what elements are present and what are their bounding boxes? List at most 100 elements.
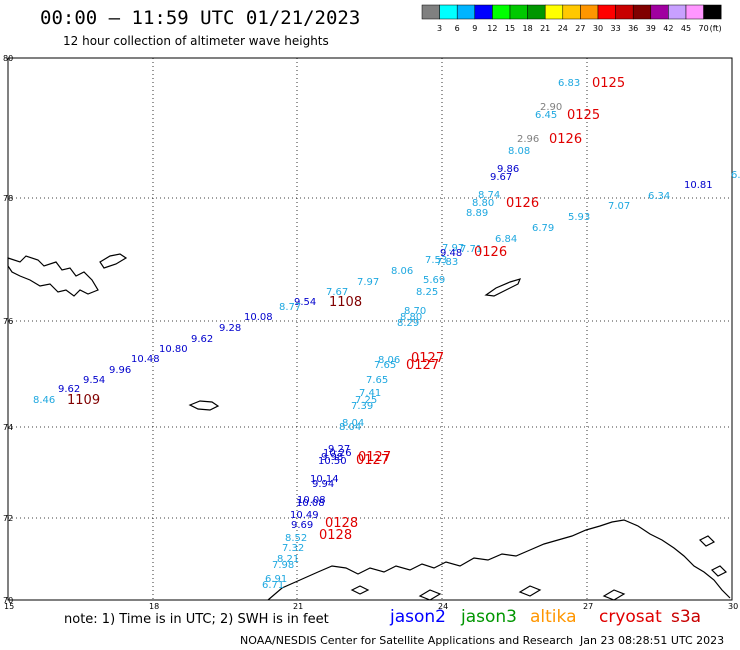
colorbar-tick: 45 bbox=[681, 24, 691, 33]
wave-height-value: 9.54 bbox=[294, 297, 316, 308]
svalbard-coast bbox=[7, 253, 128, 297]
colorbar-tick: 33 bbox=[611, 24, 621, 33]
colorbar-swatch bbox=[703, 4, 722, 20]
novaya-zemlya-islets bbox=[350, 535, 728, 601]
colorbar-swatch bbox=[527, 4, 546, 20]
wave-height-value: 9.96 bbox=[109, 365, 131, 376]
colorbar-swatch bbox=[562, 4, 581, 20]
colorbar-swatch bbox=[650, 4, 669, 20]
wave-height-value: 10.08 bbox=[244, 312, 273, 323]
wave-height-value: 7.97 bbox=[357, 277, 379, 288]
wave-height-value: 8.89 bbox=[466, 208, 488, 219]
wave-height-value: 8.52 bbox=[285, 533, 307, 544]
wave-height-value: 7.65 bbox=[366, 375, 388, 386]
colorbar: 3 6 9 12 15 18 21 24 27 30 33 36 39 42 45 70 (ft) bbox=[421, 4, 722, 33]
wave-height-value: 9.62 bbox=[191, 334, 213, 345]
lat-label: 72 bbox=[3, 514, 13, 523]
colorbar-swatch bbox=[421, 4, 440, 20]
pass-time-label: 0126 bbox=[549, 132, 582, 147]
timestamp-text: Jan 23 08:28:51 UTC 2023 bbox=[580, 634, 725, 647]
wave-height-value: 8.21 bbox=[277, 554, 299, 565]
wave-height-value: 8.04 bbox=[342, 418, 364, 429]
colorbar-swatch bbox=[580, 4, 599, 20]
colorbar-swatch bbox=[597, 4, 616, 20]
wave-height-value: 7.07 bbox=[608, 201, 630, 212]
colorbar-swatch bbox=[544, 4, 564, 20]
wave-height-value: 9.54 bbox=[83, 375, 105, 386]
wave-height-value: 7.25 bbox=[355, 395, 377, 406]
pass-time-label: 0127 bbox=[406, 358, 439, 373]
colorbar-tick: 3 bbox=[437, 24, 442, 33]
wave-height-value: 9.62 bbox=[58, 384, 80, 395]
wave-height-value: 6.45 bbox=[535, 110, 557, 121]
colorbar-swatch bbox=[668, 4, 687, 20]
wave-height-value: 7.98 bbox=[272, 560, 294, 571]
colorbar-tick: 39 bbox=[646, 24, 656, 33]
novaya-zemlya-coast bbox=[267, 519, 731, 601]
wave-height-value: 2.96 bbox=[517, 134, 539, 145]
pass-time-label: 1108 bbox=[329, 295, 362, 310]
satellite-cryosat: cryosat bbox=[599, 607, 662, 627]
wave-height-value: 7.65 bbox=[374, 360, 396, 371]
wave-height-value: 6.83 bbox=[558, 78, 580, 89]
wave-height-value: 9.69 bbox=[291, 520, 313, 531]
colorbar-unit: (ft) bbox=[710, 24, 722, 33]
coastline bbox=[7, 253, 731, 601]
pass-time-label: 0125 bbox=[567, 108, 600, 123]
colorbar-tick: 36 bbox=[628, 24, 638, 33]
wave-height-value: 10.81 bbox=[684, 180, 713, 191]
colorbar-swatch bbox=[439, 4, 458, 20]
lon-label: 21 bbox=[293, 602, 303, 611]
kvitoya-island bbox=[188, 400, 220, 411]
wave-height-value: 8.25 bbox=[416, 287, 438, 298]
wave-height-value: 9.48 bbox=[440, 248, 462, 259]
colorbar-tick: 21 bbox=[540, 24, 550, 33]
colorbar-tick: 15 bbox=[505, 24, 515, 33]
wave-height-value: 10.14 bbox=[310, 474, 339, 485]
pass-time-label: 1109 bbox=[67, 393, 100, 408]
wave-height-value: 6. bbox=[731, 170, 740, 181]
colorbar-tick: 27 bbox=[575, 24, 585, 33]
wave-height-value: 10.08 bbox=[297, 495, 326, 506]
colorbar-tick: 18 bbox=[523, 24, 533, 33]
wave-height-value: 7.71 bbox=[460, 244, 482, 255]
colorbar-tick: 12 bbox=[487, 24, 497, 33]
satellite-altika: altika bbox=[530, 607, 577, 627]
wave-height-value: 6.71 bbox=[262, 580, 284, 591]
wave-height-value: 8.80 bbox=[472, 198, 494, 209]
satellite-jason3: jason3 bbox=[461, 607, 517, 627]
wave-height-value: 7.32 bbox=[282, 543, 304, 554]
wave-height-value: 5.69 bbox=[423, 275, 445, 286]
lat-label: 76 bbox=[3, 317, 13, 326]
pass-time-label: 0128 bbox=[325, 516, 358, 531]
colorbar-tick: 42 bbox=[663, 24, 673, 33]
wave-height-value: 8.74 bbox=[478, 190, 500, 201]
lon-label: 24 bbox=[438, 602, 448, 611]
colorbar-swatch bbox=[685, 4, 704, 20]
satellite-s3a: s3a bbox=[671, 607, 702, 627]
wave-height-value: 10.50 bbox=[318, 456, 347, 467]
lat-label: 80 bbox=[3, 54, 13, 63]
colorbar-swatch bbox=[615, 4, 634, 20]
wave-height-value: 10.80 bbox=[159, 344, 188, 355]
wave-height-value: 10.49 bbox=[290, 510, 319, 521]
east-island bbox=[484, 278, 522, 297]
lon-label: 27 bbox=[583, 602, 593, 611]
colorbar-tick: 30 bbox=[593, 24, 603, 33]
wave-height-value: 8.29 bbox=[397, 318, 419, 329]
wave-height-value: 2.90 bbox=[540, 102, 562, 113]
colorbar-tick: 70 bbox=[699, 24, 709, 33]
map-subtitle: 12 hour collection of altimeter wave hei… bbox=[63, 34, 329, 48]
wave-height-value: 7.67 bbox=[326, 287, 348, 298]
lat-label: 70 bbox=[3, 596, 13, 605]
wave-height-value: 10.08 bbox=[296, 498, 325, 509]
wave-height-value: 9.27 bbox=[328, 444, 350, 455]
wave-height-value: 6.91 bbox=[265, 574, 287, 585]
colorbar-swatch bbox=[509, 4, 528, 20]
pass-time-label: 0126 bbox=[506, 196, 539, 211]
wave-height-value: 10.48 bbox=[131, 354, 160, 365]
wave-height-value: 7.39 bbox=[351, 401, 373, 412]
pass-time-label: 0127 bbox=[358, 450, 391, 465]
wave-height-value: 9.86 bbox=[497, 164, 519, 175]
